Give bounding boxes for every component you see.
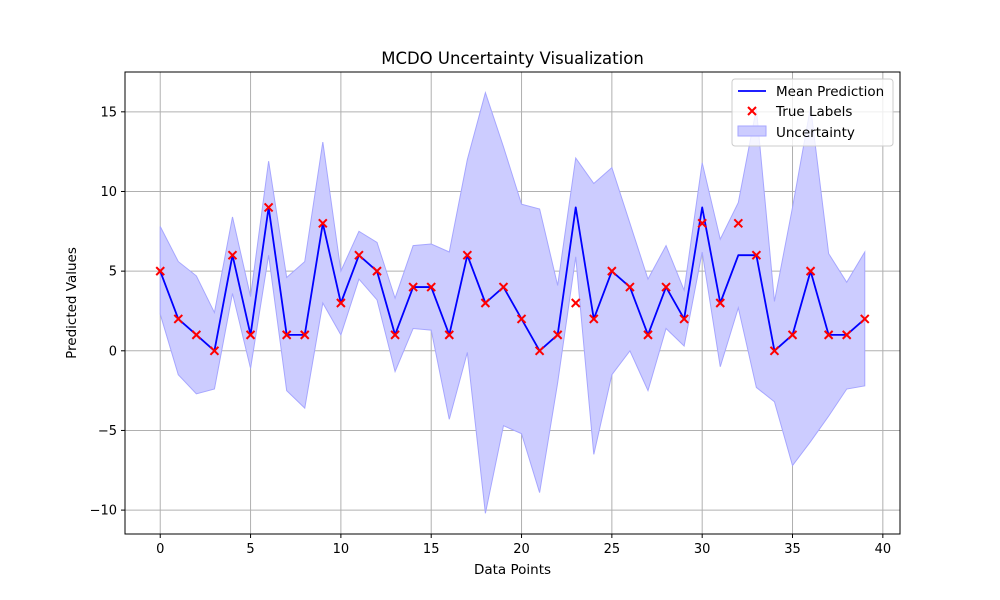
legend-true-marker-swatch xyxy=(747,106,757,116)
y-tick-label: −5 xyxy=(98,424,117,439)
true-label-marker xyxy=(281,330,292,340)
x-tick-label: 40 xyxy=(875,542,892,557)
y-axis-ticks: −10 −5 0 5 10 15 xyxy=(90,105,125,519)
true-labels-layer xyxy=(155,202,870,356)
legend-uncertainty-swatch xyxy=(737,125,767,137)
true-label-marker xyxy=(715,298,725,308)
true-label-marker xyxy=(354,250,364,260)
true-label-marker xyxy=(426,282,436,292)
true-label-marker xyxy=(300,330,310,340)
true-label-marker xyxy=(860,314,870,324)
legend-true-label: True Labels xyxy=(775,104,852,120)
true-label-marker xyxy=(733,218,744,229)
true-label-marker xyxy=(245,330,256,340)
legend-uncertainty-label: Uncertainty xyxy=(776,125,855,141)
true-label-marker xyxy=(842,330,852,340)
true-label-marker xyxy=(625,282,635,292)
true-label-marker xyxy=(805,266,816,276)
true-label-marker xyxy=(444,330,454,340)
true-label-marker xyxy=(498,282,509,292)
true-label-marker xyxy=(552,330,563,340)
true-label-marker xyxy=(191,330,202,340)
true-label-marker xyxy=(209,346,220,356)
true-label-marker xyxy=(534,346,545,356)
true-label-marker xyxy=(462,250,473,260)
x-tick-label: 10 xyxy=(333,542,350,557)
legend-mean-label: Mean Prediction xyxy=(776,84,884,100)
true-label-marker xyxy=(390,330,400,340)
x-axis-label: Data Points xyxy=(474,562,551,578)
true-label-marker xyxy=(697,218,707,229)
x-axis-ticks: 0 5 10 15 20 25 30 35 40 xyxy=(156,534,891,557)
true-label-marker xyxy=(173,314,183,324)
true-label-marker xyxy=(661,282,671,292)
legend: Mean Prediction True Labels Uncertainty xyxy=(731,78,894,147)
x-tick-label: 20 xyxy=(513,542,530,557)
y-tick-label: 0 xyxy=(109,344,117,359)
x-tick-label: 0 xyxy=(156,542,164,557)
plot-frame xyxy=(124,71,901,535)
x-tick-label: 30 xyxy=(694,542,711,557)
true-label-marker xyxy=(480,298,491,308)
y-tick-label: 15 xyxy=(100,105,117,120)
true-label-marker xyxy=(155,266,165,276)
true-label-marker xyxy=(787,330,798,340)
true-label-marker xyxy=(607,266,617,276)
x-tick-label: 35 xyxy=(784,542,801,557)
true-label-marker xyxy=(589,314,599,324)
y-tick-label: 5 xyxy=(109,265,117,280)
legend-box xyxy=(731,78,894,147)
true-label-marker xyxy=(227,250,238,260)
true-label-marker xyxy=(751,250,762,260)
x-tick-label: 15 xyxy=(423,542,440,557)
chart-title: MCDO Uncertainty Visualization xyxy=(381,49,644,68)
true-label-marker xyxy=(679,314,689,324)
mean-prediction-line xyxy=(159,206,866,352)
true-label-marker xyxy=(408,282,418,292)
true-label-marker xyxy=(571,298,581,308)
true-label-marker xyxy=(823,330,834,340)
true-label-marker xyxy=(769,346,780,356)
true-label-marker xyxy=(318,218,328,229)
mean-line-layer xyxy=(159,206,866,352)
true-label-marker xyxy=(643,330,653,340)
true-label-marker xyxy=(336,298,346,308)
x-tick-label: 25 xyxy=(604,542,621,557)
y-tick-label: 10 xyxy=(100,185,117,200)
y-axis-label: Predicted Values xyxy=(64,247,80,359)
true-label-marker xyxy=(516,314,527,324)
y-tick-label: −10 xyxy=(90,504,117,519)
true-label-marker xyxy=(372,266,382,276)
x-tick-label: 5 xyxy=(246,542,254,557)
true-label-marker xyxy=(263,202,274,213)
